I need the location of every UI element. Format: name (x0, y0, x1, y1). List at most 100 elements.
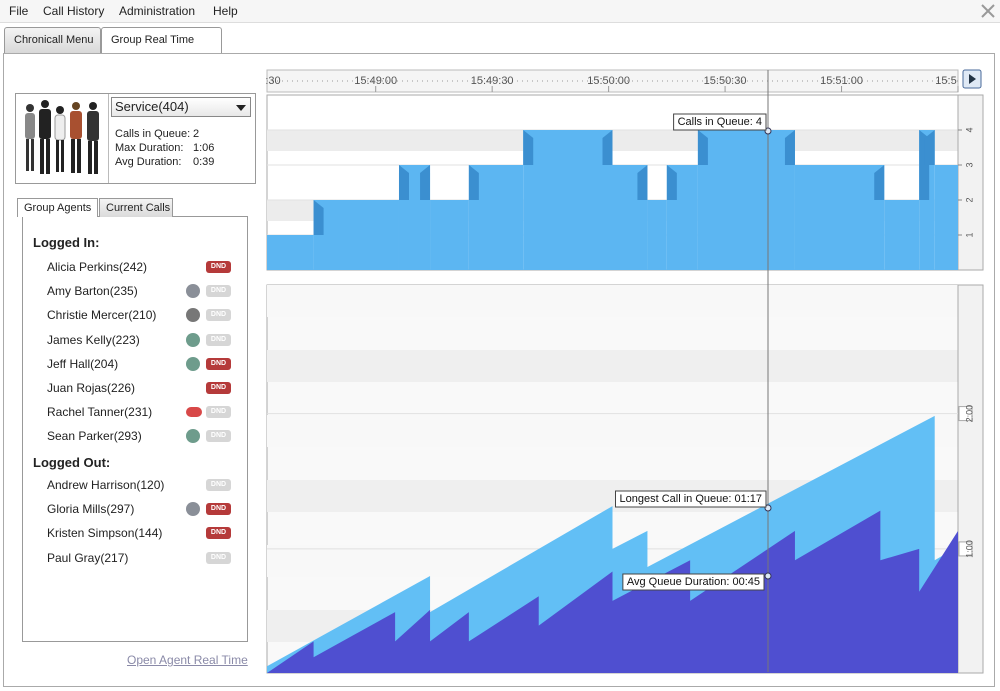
y-tick-label: 1 (964, 232, 974, 237)
step-bar (313, 200, 399, 270)
area (267, 510, 958, 673)
y-tick-label: 1:00 (964, 540, 974, 558)
step-side (398, 165, 409, 200)
service-dropdown[interactable]: Service(404) (111, 97, 251, 117)
x-tick-label: 15:51:00 (820, 75, 863, 87)
step-side (874, 165, 885, 200)
annotation: Longest Call in Queue: 01:17 (620, 493, 763, 505)
menu-item[interactable]: Administration (119, 4, 196, 18)
y-tick-tab (958, 406, 973, 422)
dnd-badge: DND (206, 430, 231, 443)
step-bar (430, 200, 469, 270)
agent-real-time-link[interactable]: Open Agent Real Time (127, 653, 248, 667)
y-tick-label: 2 (964, 197, 974, 202)
annotation-box (615, 490, 767, 508)
agent-name[interactable]: Christie Mercer(210) (47, 308, 157, 323)
agent-name[interactable]: Amy Barton(235) (47, 284, 138, 299)
y-tick-label: 4 (964, 127, 974, 132)
status-icon (186, 284, 200, 299)
agent-name[interactable]: Paul Gray(217) (47, 550, 129, 565)
agent-name[interactable]: Alicia Perkins(242) (47, 260, 148, 274)
dnd-badge: DND (206, 527, 231, 540)
agent-name[interactable]: Kristen Simpson(144) (47, 526, 163, 541)
stat-label: Avg Duration: (115, 156, 182, 168)
dnd-badge: DND (206, 309, 231, 322)
y-tick-label: 2:00 (964, 405, 974, 423)
step-side (784, 130, 795, 165)
annotation-box (622, 573, 765, 591)
menu-item[interactable]: File (9, 4, 29, 18)
dnd-badge: DND (206, 503, 231, 516)
step-side (420, 165, 431, 200)
stat-label: Max Duration: (115, 142, 184, 154)
menu-item[interactable]: Call History (43, 4, 105, 18)
step-bar (794, 165, 885, 270)
step-side (637, 165, 648, 200)
panel-tab[interactable]: Group Agents (17, 198, 98, 217)
heading: Logged In: (33, 235, 100, 250)
annotation-box (673, 113, 767, 131)
dnd-badge: DND (206, 479, 231, 491)
status-icon (186, 407, 202, 418)
agent-name[interactable]: Gloria Mills(297) (47, 502, 135, 517)
heading: Logged Out: (33, 455, 111, 470)
dnd-badge: DND (206, 551, 231, 564)
group-photo (16, 94, 109, 183)
dropdown-arrow (236, 105, 246, 111)
scroll-arrow (969, 74, 976, 84)
y-axis (957, 284, 984, 674)
dnd-badge: DND (206, 406, 231, 419)
service-box (15, 93, 256, 184)
step-bar (697, 130, 795, 270)
dnd-badge: DND (206, 357, 231, 370)
step-bar (884, 200, 920, 270)
window-close-icon (981, 4, 995, 18)
step-side (924, 130, 935, 165)
step-bar (523, 130, 613, 270)
x-tick-label: 15:49:30 (471, 75, 514, 87)
step-side (666, 165, 677, 200)
status-icon (186, 308, 200, 323)
step-side (523, 130, 534, 165)
x-tick-label: 15:49:00 (354, 75, 397, 87)
dropdown-value: Service(404) (115, 99, 189, 114)
agent-name[interactable]: James Kelly(223) (47, 332, 140, 347)
step-side (313, 200, 324, 235)
x-tick-label: :30 (265, 75, 280, 87)
y-axis (957, 94, 984, 271)
annotation: Avg Queue Duration: 00:45 (627, 576, 760, 588)
tab[interactable]: Group Real Time (101, 27, 222, 53)
step-bar (647, 200, 667, 270)
dnd-badge: DND (206, 261, 231, 273)
tab[interactable]: Chronicall Menu (4, 27, 101, 53)
status-icon (186, 429, 200, 444)
x-tick-label: 15:5 (935, 75, 956, 87)
agent-name[interactable]: Jeff Hall(204) (47, 356, 119, 371)
y-tick-label: 3 (964, 162, 974, 167)
x-tick-label: 15:50:00 (587, 75, 630, 87)
status-icon (186, 502, 200, 517)
step-bar (267, 235, 314, 270)
status-icon (186, 356, 200, 371)
step-side (697, 130, 708, 165)
stat-label: Calls in Queue: (115, 128, 191, 140)
menu-item[interactable]: Help (213, 4, 238, 18)
grid-band (267, 285, 958, 317)
agent-name[interactable]: Andrew Harrison(120) (47, 478, 165, 492)
grid-band (267, 415, 958, 447)
dnd-badge: DND (206, 285, 231, 298)
step-bar (934, 165, 958, 270)
annotation: Calls in Queue: 4 (678, 116, 762, 128)
y-tick-tab (958, 541, 973, 557)
panel-tab[interactable]: Current Calls (99, 198, 173, 217)
agent-name[interactable]: Rachel Tanner(231) (47, 405, 153, 420)
dnd-badge: DND (206, 382, 231, 394)
agent-name[interactable]: Sean Parker(293) (47, 429, 142, 444)
content-area (3, 53, 995, 687)
agent-name[interactable]: Juan Rojas(226) (47, 381, 136, 395)
step-side (468, 165, 479, 200)
x-tick-label: 15:50:30 (704, 75, 747, 87)
menu-bar (0, 0, 1000, 23)
